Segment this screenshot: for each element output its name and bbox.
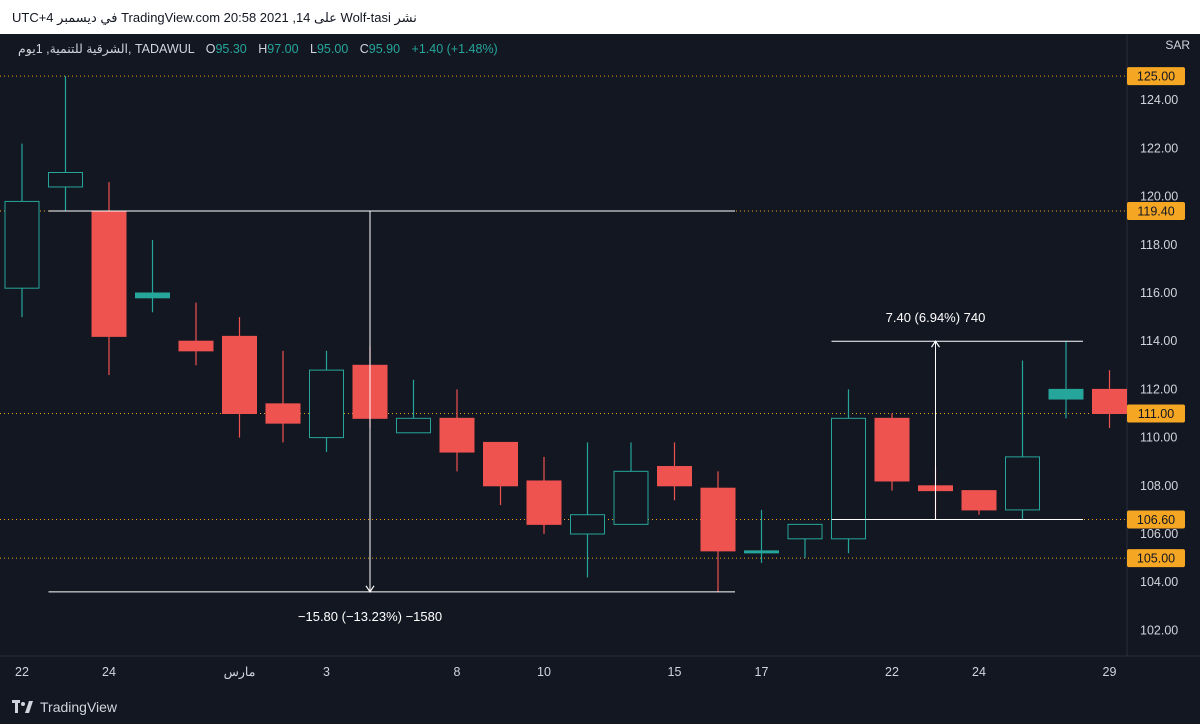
candle-body bbox=[1048, 388, 1084, 400]
candle-body bbox=[222, 335, 257, 415]
low-value: 95.00 bbox=[316, 42, 349, 56]
candle-body bbox=[1092, 388, 1127, 414]
candle-body bbox=[439, 417, 475, 453]
y-tick-label: 104.00 bbox=[1140, 575, 1178, 589]
change-value: +1.40 (+1.48%) bbox=[411, 42, 498, 56]
chart-legend: الشرقية للتنمية, 1يوم, TADAWUL O95.30 H9… bbox=[18, 41, 498, 56]
y-tick-label: 124.00 bbox=[1140, 93, 1178, 107]
open-value: 95.30 bbox=[215, 42, 247, 56]
price-tag-label: 119.40 bbox=[1137, 205, 1174, 219]
y-tick-label: 116.00 bbox=[1140, 286, 1177, 300]
candle-body bbox=[700, 487, 736, 552]
currency-label[interactable]: SAR bbox=[1165, 38, 1190, 52]
candle-body bbox=[483, 441, 518, 487]
close-value: 95.90 bbox=[368, 42, 401, 56]
candle-body bbox=[4, 200, 40, 289]
candle-body bbox=[309, 369, 344, 439]
chart-panel[interactable]: 102.00 104.00 106.00 108.00 110.00 112.00 114.… bbox=[0, 34, 1200, 690]
high-label: H bbox=[258, 42, 268, 56]
measure-arrow-head bbox=[931, 340, 940, 348]
candle-body bbox=[1005, 456, 1040, 511]
price-tag-box bbox=[1127, 67, 1185, 86]
candle-body bbox=[787, 523, 823, 540]
price-tag-label: 125.00 bbox=[1137, 70, 1175, 84]
symbol-label[interactable]: الشرقية للتنمية, 1يوم, TADAWUL bbox=[18, 42, 195, 56]
candle-body bbox=[874, 417, 910, 482]
y-tick-label: 112.00 bbox=[1140, 382, 1177, 396]
publish-info: نشر Wolf-tasi على TradingView.com 20:58 … bbox=[12, 10, 417, 25]
candle-body bbox=[135, 292, 170, 299]
candle-body bbox=[570, 514, 605, 535]
price-tag-label: 106.60 bbox=[1137, 513, 1175, 527]
measure-arrow-head bbox=[365, 585, 375, 593]
x-tick-label: 10 bbox=[537, 665, 551, 679]
x-tick-label: 15 bbox=[668, 665, 682, 679]
candle-body bbox=[613, 470, 649, 525]
price-tag-label: 105.00 bbox=[1137, 552, 1175, 566]
tradingview-logo[interactable]: TradingView bbox=[12, 696, 117, 718]
price-tag-box bbox=[1127, 549, 1185, 568]
y-tick-label: 108.00 bbox=[1140, 479, 1178, 493]
x-tick-label: 29 bbox=[1103, 665, 1117, 679]
x-tick-label: 22 bbox=[15, 665, 29, 679]
x-tick-label: 3 bbox=[323, 665, 330, 679]
y-tick-label: 102.00 bbox=[1140, 623, 1178, 637]
x-tick-label: 22 bbox=[885, 665, 899, 679]
x-tick-label: 24 bbox=[972, 665, 986, 679]
candle-body bbox=[744, 550, 779, 554]
high-value: 97.00 bbox=[267, 42, 299, 56]
x-tick-label: 24 bbox=[102, 665, 116, 679]
x-tick-label: 8 bbox=[454, 665, 461, 679]
price-tag-box bbox=[1127, 202, 1185, 221]
footer-bar: TradingView bbox=[0, 690, 1200, 724]
price-tag-box bbox=[1127, 510, 1185, 529]
tradingview-logo-icon bbox=[12, 700, 33, 713]
candle-body bbox=[831, 417, 866, 540]
tradingview-brand-label: TradingView bbox=[40, 699, 118, 715]
candle-body bbox=[48, 172, 83, 188]
y-tick-label: 120.00 bbox=[1140, 190, 1178, 204]
candle-body bbox=[91, 210, 127, 337]
publish-header: نشر Wolf-tasi على TradingView.com 20:58 … bbox=[0, 0, 1200, 34]
measure-label: 7.40 (6.94%) 740 bbox=[886, 310, 986, 325]
candle-body bbox=[265, 403, 301, 424]
y-tick-label: 110.00 bbox=[1140, 431, 1177, 445]
candle-body bbox=[526, 480, 562, 525]
price-tag-box bbox=[1127, 404, 1185, 423]
y-tick-label: 118.00 bbox=[1140, 238, 1177, 252]
low-label: L bbox=[310, 42, 317, 56]
x-tick-label: 17 bbox=[755, 665, 769, 679]
candle-body bbox=[178, 340, 214, 352]
candle-body bbox=[657, 466, 692, 487]
price-chart[interactable]: 102.00 104.00 106.00 108.00 110.00 112.00 114.… bbox=[0, 34, 1200, 690]
y-tick-label: 106.00 bbox=[1140, 527, 1178, 541]
close-label: C bbox=[359, 42, 369, 56]
y-tick-label: 122.00 bbox=[1140, 141, 1178, 155]
y-tick-label: 114.00 bbox=[1140, 334, 1177, 348]
candle-body bbox=[961, 490, 997, 511]
open-label: O bbox=[205, 42, 216, 56]
measure-label: −15.80 (−13.23%) −1580 bbox=[298, 609, 442, 624]
candle-body bbox=[396, 417, 431, 434]
x-tick-label: مارس bbox=[224, 665, 256, 680]
price-tag-label: 111.00 bbox=[1138, 407, 1174, 421]
